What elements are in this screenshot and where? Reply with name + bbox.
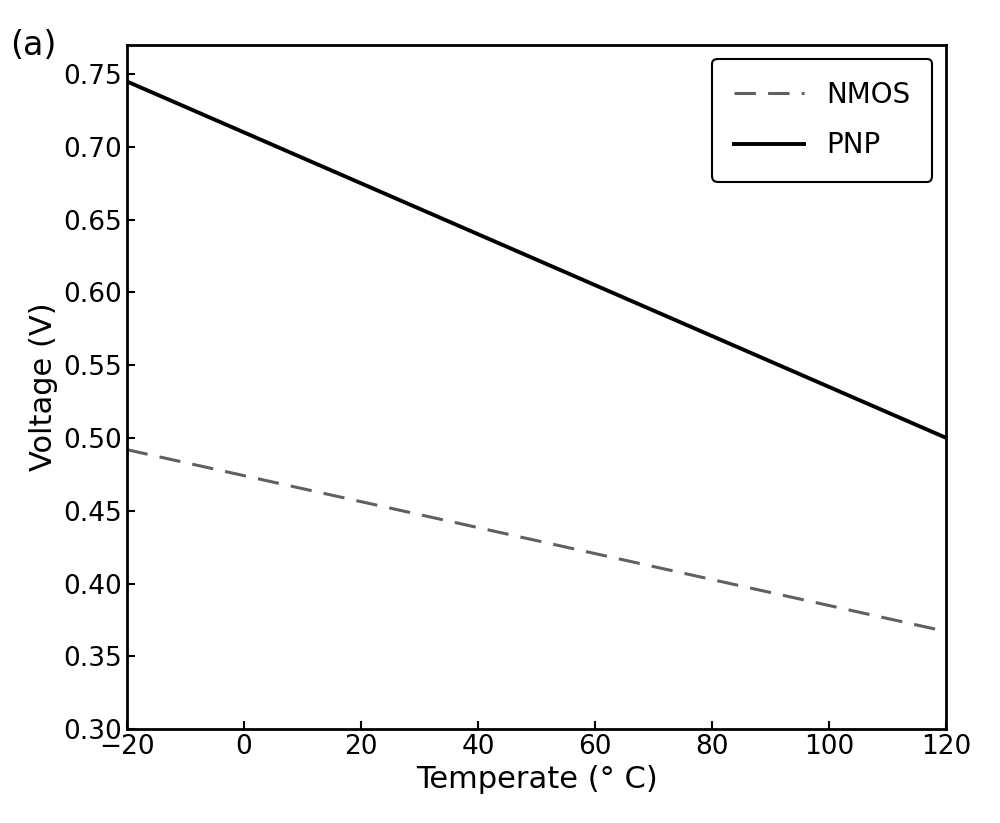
X-axis label: Temperate (° C): Temperate (° C) — [416, 765, 657, 794]
Y-axis label: Voltage (V): Voltage (V) — [28, 303, 58, 472]
Text: (a): (a) — [10, 29, 56, 62]
Legend: NMOS, PNP: NMOS, PNP — [712, 59, 932, 182]
